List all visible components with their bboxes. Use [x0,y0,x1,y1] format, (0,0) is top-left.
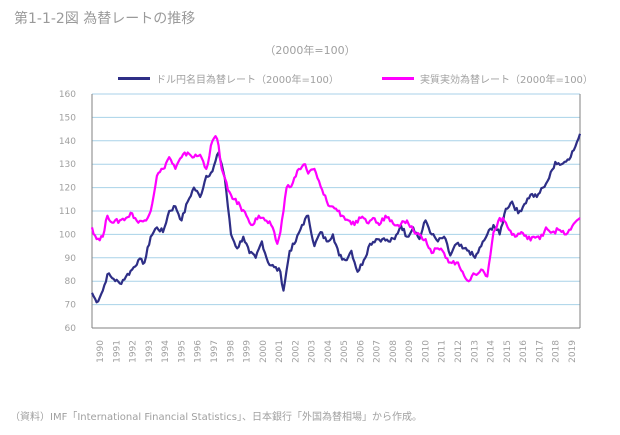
legend-item-real: 実質実効為替レート（2000年=100） [382,71,593,86]
x-tick-label: 1995 [177,340,187,363]
x-tick-label: 2002 [291,340,301,363]
x-tick-label: 2009 [405,340,415,363]
y-tick-label: 130 [59,160,76,170]
series-lines [90,133,582,304]
y-tick-label: 160 [59,90,76,100]
x-tick-label: 2016 [519,340,529,363]
x-tick-label: 2014 [487,340,497,363]
series-line-nominal [91,133,582,304]
y-tick-label: 120 [59,184,76,194]
x-tick-label: 2005 [340,340,350,363]
x-tick-label: 2008 [389,340,399,363]
y-tick-label: 110 [59,207,76,217]
x-tick-label: 1993 [145,340,155,363]
x-tick-label: 1999 [243,340,253,363]
legend-label-nominal: ドル円名目為替レート（2000年=100） [156,75,339,86]
y-tick-label: 140 [59,137,76,147]
legend: ドル円名目為替レート（2000年=100） 実質実効為替レート（2000年=10… [0,71,620,87]
x-tick-label: 1990 [96,340,106,363]
y-tick-label: 80 [65,277,77,287]
x-tick-label: 1996 [194,340,204,363]
x-tick-label: 1994 [161,340,171,363]
x-tick-label: 2015 [503,340,513,363]
legend-label-real: 実質実効為替レート（2000年=100） [420,75,593,86]
x-tick-label: 2000 [259,340,269,363]
legend-swatch-nominal [118,77,150,80]
x-tick-label: 2010 [421,340,431,363]
legend-item-nominal: ドル円名目為替レート（2000年=100） [118,71,339,86]
x-tick-label: 2003 [308,340,318,363]
x-tick-label: 2004 [324,340,334,363]
x-tick-label: 1992 [129,340,139,363]
figure-label: 第1-1-2図 為替レートの推移 [14,11,196,27]
y-tick-label: 70 [65,301,77,311]
source-note: （資料）IMF「International Financial Statisti… [10,412,423,423]
y-tick-label: 60 [65,324,77,334]
y-tick-label: 100 [59,230,76,240]
x-tick-label: 1998 [226,340,236,363]
grid-lines [92,93,580,329]
x-tick-label: 2017 [535,340,545,363]
x-tick-label: 2007 [373,340,383,363]
x-tick-label: 2013 [470,340,480,363]
axes [91,94,581,329]
y-axis-tick-labels: 160 150 140 130 120 110 100 90 80 70 60 [59,90,76,334]
legend-swatch-real [382,77,414,80]
x-tick-label: 2006 [356,340,366,363]
x-tick-label: 1997 [210,340,220,363]
x-tick-label: 2019 [568,340,578,363]
x-tick-label: 1991 [112,340,122,363]
chart-title: （2000年=100） [264,44,356,57]
x-tick-label: 2001 [275,340,285,363]
x-axis-tick-labels: 1990 1991 1992 1993 1994 1995 1996 1997 1998 1999… [96,340,578,363]
x-tick-label: 2011 [438,340,448,363]
x-tick-label: 2012 [454,340,464,363]
y-tick-label: 90 [65,254,77,264]
x-tick-label: 2018 [552,340,562,363]
series-line-real [90,135,581,283]
y-tick-label: 150 [59,113,76,123]
